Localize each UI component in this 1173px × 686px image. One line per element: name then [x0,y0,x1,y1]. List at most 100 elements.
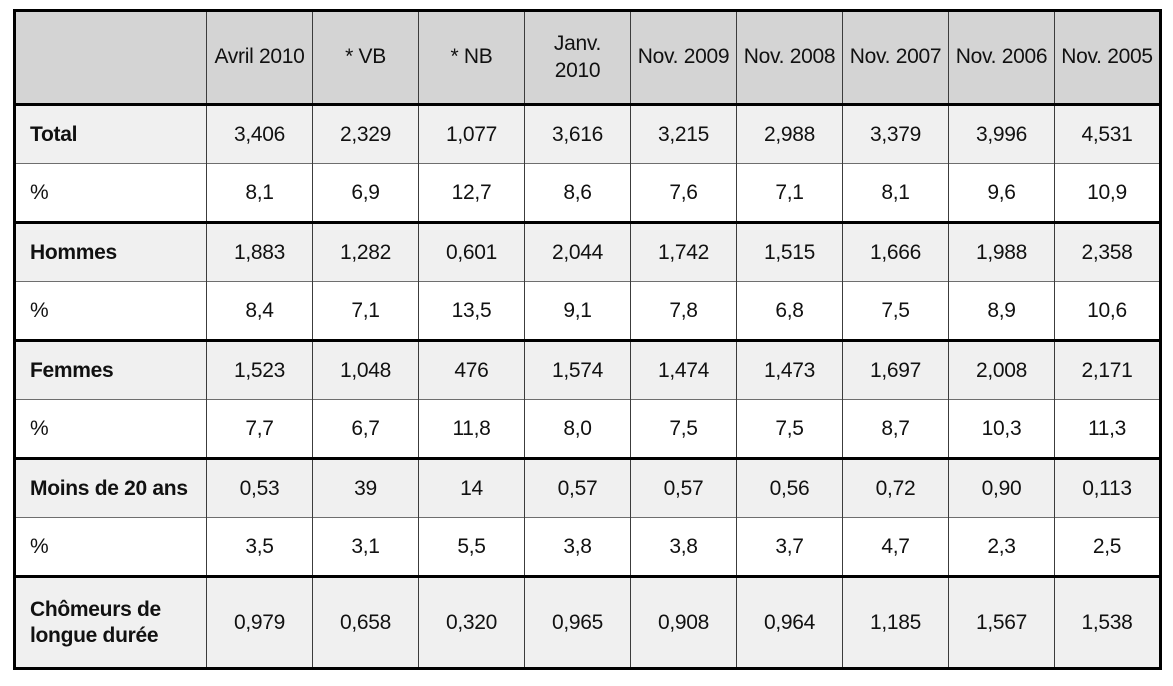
cell-value: 11,3 [1054,399,1161,459]
column-header: Nov. 2007 [842,10,949,106]
cell-value: 0,908 [630,575,737,669]
table-row: Chômeurs de longue durée 0,979 0,658 0,320 0… [14,575,1161,669]
cell-value: 1,515 [736,221,843,282]
cell-value: 7,1 [736,163,843,223]
cell-value: 0,53 [206,457,313,518]
cell-value: 1,282 [312,221,419,282]
cell-value: 6,7 [312,399,419,459]
cell-value: 1,077 [418,103,525,164]
cell-value: 10,3 [948,399,1055,459]
cell-value: 3,406 [206,103,313,164]
cell-value: 3,5 [206,517,313,577]
table-row: % 7,7 6,7 11,8 8,0 7,5 7,5 8,7 10,3 11,3 [14,399,1161,459]
cell-value: 5,5 [418,517,525,577]
table-row: Hommes 1,883 1,282 0,601 2,044 1,742 1,515 1,66… [14,221,1161,282]
table-row: Moins de 20 ans 0,53 39 14 0,57 0,57 0,56 0,72 0… [14,457,1161,518]
cell-value: 8,1 [842,163,949,223]
row-label: % [14,517,207,577]
table-row: % 3,5 3,1 5,5 3,8 3,8 3,7 4,7 2,3 2,5 [14,517,1161,577]
cell-value: 8,9 [948,281,1055,341]
cell-value: 2,008 [948,339,1055,400]
cell-value: 2,988 [736,103,843,164]
table-body: Total 3,406 2,329 1,077 3,616 3,215 2,988 3,379… [14,103,1161,669]
row-label: Chômeurs de longue durée [14,575,207,669]
cell-value: 0,979 [206,575,313,669]
cell-value: 7,8 [630,281,737,341]
cell-value: 1,666 [842,221,949,282]
cell-value: 0,72 [842,457,949,518]
cell-value: 7,7 [206,399,313,459]
column-header: * VB [312,10,419,106]
row-label: % [14,399,207,459]
cell-value: 7,5 [630,399,737,459]
cell-value: 2,5 [1054,517,1161,577]
cell-value: 1,538 [1054,575,1161,669]
cell-value: 13,5 [418,281,525,341]
cell-value: 0,90 [948,457,1055,518]
column-header: Janv. 2010 [524,10,631,106]
cell-value: 0,964 [736,575,843,669]
column-header: Nov. 2006 [948,10,1055,106]
row-label: Total [14,103,207,164]
cell-value: 1,883 [206,221,313,282]
cell-value: 11,8 [418,399,525,459]
cell-value: 0,965 [524,575,631,669]
cell-value: 12,7 [418,163,525,223]
cell-value: 2,044 [524,221,631,282]
cell-value: 1,473 [736,339,843,400]
cell-value: 1,523 [206,339,313,400]
row-label: % [14,281,207,341]
cell-value: 9,6 [948,163,1055,223]
cell-value: 2,358 [1054,221,1161,282]
cell-value: 2,329 [312,103,419,164]
cell-value: 1,574 [524,339,631,400]
cell-value: 3,8 [630,517,737,577]
column-header: * NB [418,10,525,106]
cell-value: 3,1 [312,517,419,577]
cell-value: 7,5 [736,399,843,459]
cell-value: 8,1 [206,163,313,223]
cell-value: 8,6 [524,163,631,223]
cell-value: 10,9 [1054,163,1161,223]
cell-value: 2,3 [948,517,1055,577]
cell-value: 0,57 [524,457,631,518]
cell-value: 3,8 [524,517,631,577]
cell-value: 0,56 [736,457,843,518]
cell-value: 0,601 [418,221,525,282]
cell-value: 1,742 [630,221,737,282]
cell-value: 0,57 [630,457,737,518]
cell-value: 6,8 [736,281,843,341]
cell-value: 3,215 [630,103,737,164]
cell-value: 39 [312,457,419,518]
cell-value: 7,1 [312,281,419,341]
column-header: Nov. 2005 [1054,10,1161,106]
cell-value: 8,0 [524,399,631,459]
cell-value: 10,6 [1054,281,1161,341]
table-row: Femmes 1,523 1,048 476 1,574 1,474 1,473 1,697 2… [14,339,1161,400]
cell-value: 3,996 [948,103,1055,164]
cell-value: 1,048 [312,339,419,400]
cell-value: 6,9 [312,163,419,223]
row-label: % [14,163,207,223]
cell-value: 9,1 [524,281,631,341]
cell-value: 0,113 [1054,457,1161,518]
statistics-table-container: Avril 2010 * VB * NB Janv. 2010 Nov. 200… [13,9,1162,670]
cell-value: 3,379 [842,103,949,164]
cell-value: 7,6 [630,163,737,223]
cell-value: 2,171 [1054,339,1161,400]
row-label: Femmes [14,339,207,400]
cell-value: 4,531 [1054,103,1161,164]
table-row: % 8,4 7,1 13,5 9,1 7,8 6,8 7,5 8,9 10,6 [14,281,1161,341]
cell-value: 8,4 [206,281,313,341]
cell-value: 7,5 [842,281,949,341]
cell-value: 0,658 [312,575,419,669]
row-label: Moins de 20 ans [14,457,207,518]
cell-value: 3,7 [736,517,843,577]
cell-value: 8,7 [842,399,949,459]
cell-value: 1,697 [842,339,949,400]
unemployment-statistics-table: Avril 2010 * VB * NB Janv. 2010 Nov. 200… [13,9,1162,670]
row-label: Hommes [14,221,207,282]
cell-value: 3,616 [524,103,631,164]
column-header: Nov. 2008 [736,10,843,106]
table-row: % 8,1 6,9 12,7 8,6 7,6 7,1 8,1 9,6 10,9 [14,163,1161,223]
